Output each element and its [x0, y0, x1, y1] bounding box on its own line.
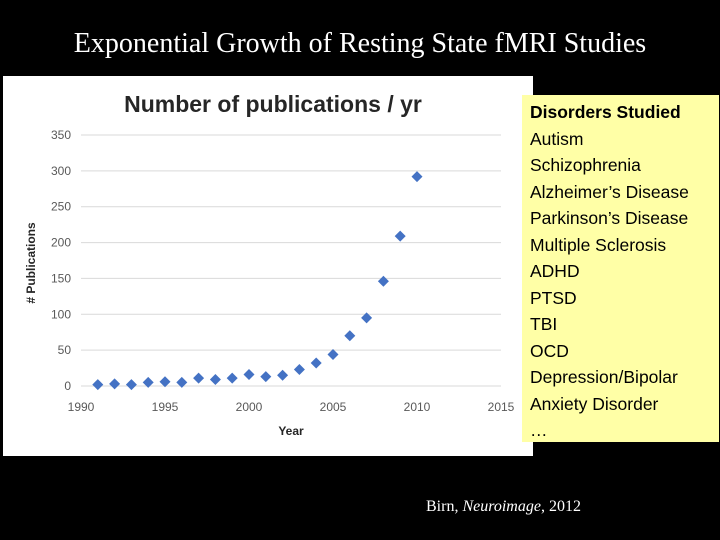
y-tick-label: 350 [51, 128, 71, 142]
disorder-item: Alzheimer’s Disease [530, 181, 689, 202]
data-point [344, 330, 356, 342]
chart-panel: Number of publications / yr 0 50 100 150 200… [3, 76, 533, 456]
citation: Birn, Neuroimage, 2012 [426, 498, 581, 516]
gridlines [81, 134, 501, 387]
x-tick-label: 2015 [488, 400, 515, 414]
x-tick-labels: 1990 1995 2000 2005 2010 2015 [68, 400, 515, 414]
publications-chart: Number of publications / yr 0 50 100 150 200… [24, 91, 515, 438]
y-axis-title: # Publications [24, 222, 38, 304]
disorder-item: Depression/Bipolar [530, 367, 678, 387]
x-axis-title: Year [278, 424, 304, 438]
y-tick-label: 150 [51, 271, 71, 285]
data-point [327, 348, 339, 360]
data-point [176, 376, 188, 388]
data-point [377, 275, 389, 287]
data-point [394, 230, 406, 242]
data-point [92, 379, 104, 391]
x-tick-label: 1990 [68, 400, 95, 414]
disorder-item: … [530, 420, 548, 440]
disorders-heading: Disorders Studied [530, 102, 681, 122]
data-point [209, 374, 221, 386]
data-point [260, 371, 272, 383]
disorder-item: Parkinson’s Disease [530, 208, 689, 228]
citation-journal: Neuroimage [462, 498, 541, 515]
data-point [109, 378, 121, 390]
citation-year: , 2012 [540, 498, 581, 515]
y-tick-label: 200 [51, 236, 71, 250]
data-point [411, 171, 423, 183]
data-point [226, 372, 238, 384]
data-point [277, 369, 289, 381]
disorders-list-panel: Disorders Studied Autism Schizophrenia A… [522, 95, 719, 442]
disorder-item: TBI [530, 314, 558, 334]
x-tick-label: 2010 [404, 400, 431, 414]
disorder-item: Anxiety Disorder [530, 393, 659, 414]
data-point [310, 357, 322, 369]
disorder-item: Autism [530, 128, 584, 149]
data-point [142, 376, 154, 388]
disorder-item: Schizophrenia [530, 155, 641, 175]
y-tick-label: 250 [51, 200, 71, 214]
y-tick-label: 300 [51, 164, 71, 178]
disorder-item: PTSD [530, 287, 577, 308]
disorder-item: OCD [530, 340, 569, 361]
disorder-item: Multiple Sclerosis [530, 234, 667, 255]
chart-title: Number of publications / yr [124, 91, 422, 117]
data-point [125, 379, 137, 391]
data-point [243, 369, 255, 381]
data-points [92, 171, 423, 391]
data-point [193, 372, 205, 384]
citation-author: Birn, [426, 498, 463, 515]
data-point [361, 312, 373, 324]
y-tick-labels: 0 50 100 150 200 250 300 350 [51, 128, 71, 393]
y-tick-label: 50 [58, 343, 72, 357]
x-tick-label: 1995 [152, 400, 179, 414]
disorder-item: ADHD [530, 261, 580, 281]
y-tick-label: 100 [51, 307, 71, 321]
x-tick-label: 2005 [320, 400, 347, 414]
y-tick-label: 0 [64, 379, 71, 393]
data-point [293, 364, 305, 376]
x-tick-label: 2000 [236, 400, 263, 414]
slide-title: Exponential Growth of Resting State fMRI… [73, 28, 647, 59]
data-point [159, 376, 171, 388]
